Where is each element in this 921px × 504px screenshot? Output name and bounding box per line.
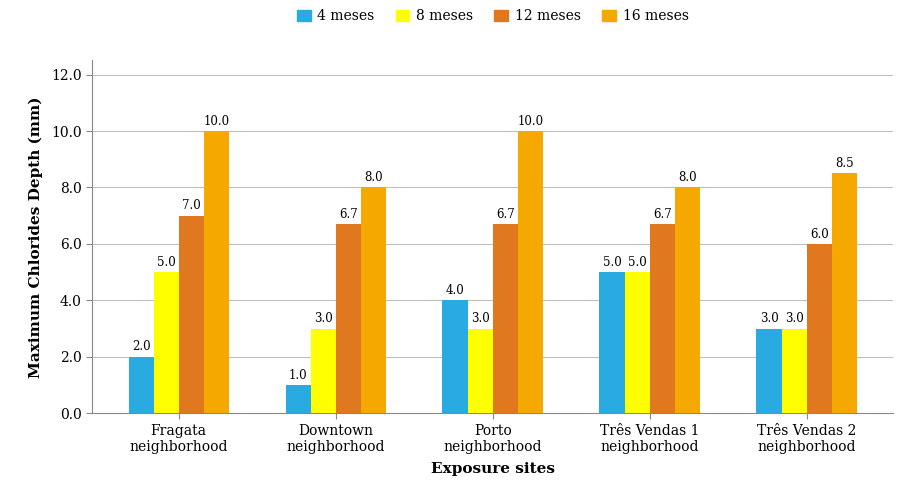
Text: 6.0: 6.0 — [810, 227, 829, 240]
Text: 3.0: 3.0 — [785, 312, 803, 325]
Text: 7.0: 7.0 — [182, 199, 201, 212]
Text: 10.0: 10.0 — [518, 114, 543, 128]
Bar — [129, 357, 154, 413]
Bar — [154, 272, 179, 413]
X-axis label: Exposure sites: Exposure sites — [431, 462, 554, 476]
Bar — [624, 272, 649, 413]
Legend: 4 meses, 8 meses, 12 meses, 16 meses: 4 meses, 8 meses, 12 meses, 16 meses — [291, 4, 694, 29]
Text: 6.7: 6.7 — [495, 208, 515, 221]
Text: 8.0: 8.0 — [678, 171, 696, 184]
Text: 5.0: 5.0 — [602, 256, 622, 269]
Text: 3.0: 3.0 — [760, 312, 778, 325]
Bar — [756, 329, 782, 413]
Text: 3.0: 3.0 — [314, 312, 332, 325]
Bar — [310, 329, 336, 413]
Y-axis label: Maximum Chlorides Depth (mm): Maximum Chlorides Depth (mm) — [29, 96, 42, 377]
Text: 8.0: 8.0 — [364, 171, 383, 184]
Bar — [649, 224, 675, 413]
Bar — [361, 187, 386, 413]
Text: 4.0: 4.0 — [446, 284, 464, 297]
Bar — [442, 300, 468, 413]
Bar — [336, 224, 361, 413]
Text: 5.0: 5.0 — [157, 256, 176, 269]
Text: 3.0: 3.0 — [471, 312, 490, 325]
Text: 1.0: 1.0 — [289, 368, 308, 382]
Text: 8.5: 8.5 — [835, 157, 854, 170]
Bar — [179, 216, 204, 413]
Text: 6.7: 6.7 — [339, 208, 357, 221]
Bar — [675, 187, 700, 413]
Bar — [286, 385, 310, 413]
Bar — [518, 131, 543, 413]
Text: 2.0: 2.0 — [132, 340, 150, 353]
Bar — [600, 272, 624, 413]
Text: 10.0: 10.0 — [204, 114, 229, 128]
Text: 5.0: 5.0 — [628, 256, 647, 269]
Bar — [807, 244, 832, 413]
Bar — [832, 173, 857, 413]
Bar — [493, 224, 518, 413]
Bar — [204, 131, 229, 413]
Bar — [468, 329, 493, 413]
Bar — [782, 329, 807, 413]
Text: 6.7: 6.7 — [653, 208, 671, 221]
